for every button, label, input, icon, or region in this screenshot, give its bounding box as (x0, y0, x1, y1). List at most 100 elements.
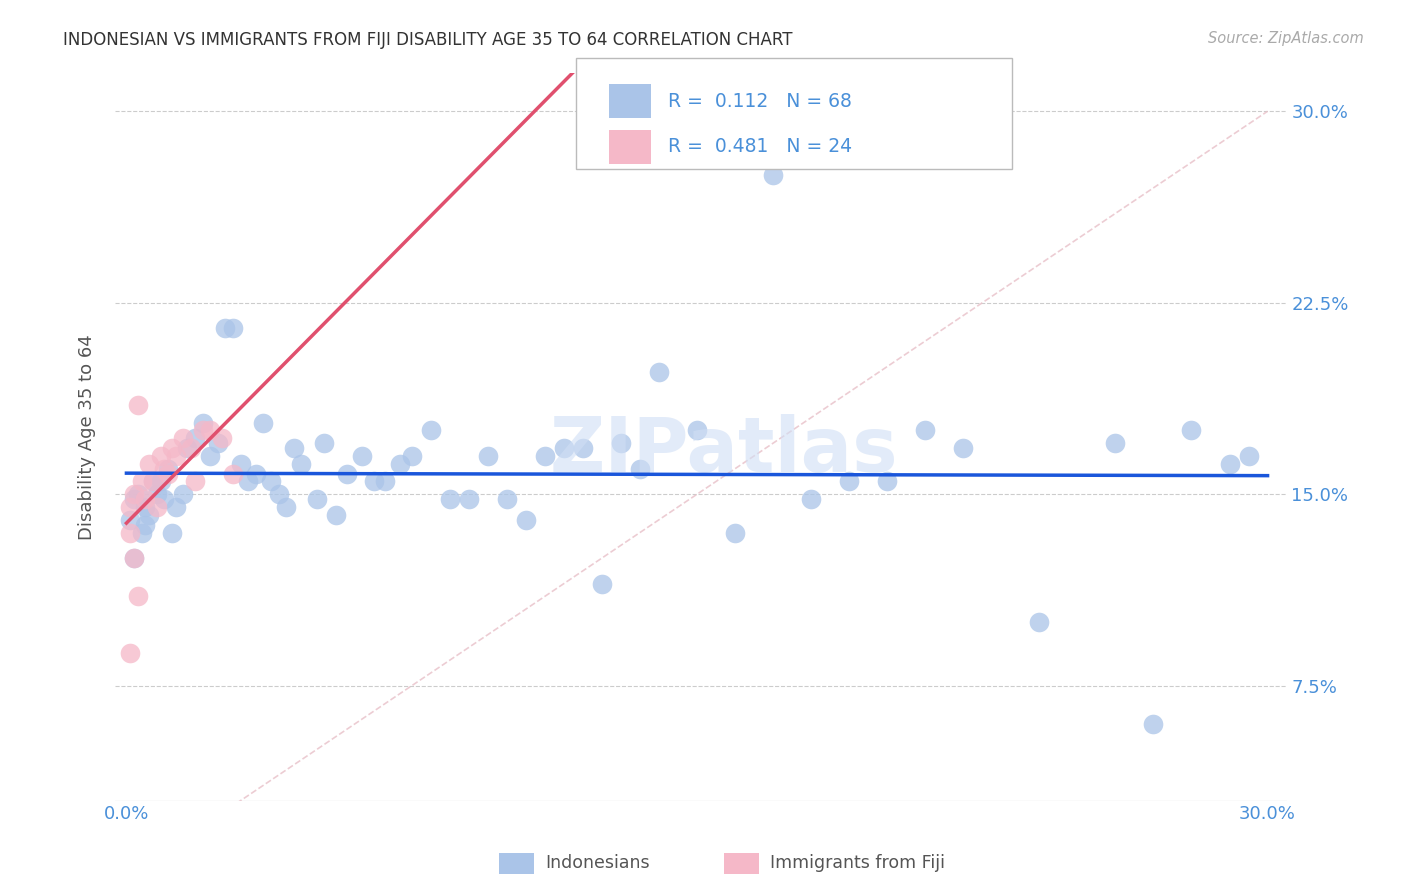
Point (142, 475, 165, 489)
Point (157, 467, 180, 481)
Point (401, 449, 423, 463)
Text: R =  0.481   N = 24: R = 0.481 N = 24 (668, 137, 852, 156)
Point (207, 436, 229, 450)
Point (876, 475, 898, 489)
Point (120, 513, 142, 527)
Point (122, 487, 145, 501)
Point (160, 442, 183, 456)
Point (389, 457, 412, 471)
Point (134, 500, 156, 514)
Point (477, 449, 499, 463)
Point (336, 467, 359, 481)
Text: Source: ZipAtlas.com: Source: ZipAtlas.com (1208, 31, 1364, 46)
Point (1237, 449, 1260, 463)
Point (1104, 436, 1126, 450)
Point (314, 436, 336, 450)
Text: Indonesians: Indonesians (546, 855, 650, 872)
Point (149, 475, 172, 489)
Point (157, 461, 180, 475)
Point (305, 492, 328, 507)
Point (534, 449, 557, 463)
Text: Immigrants from Fiji: Immigrants from Fiji (770, 855, 945, 872)
Point (724, 525, 747, 540)
Text: R =  0.112   N = 68: R = 0.112 N = 68 (668, 92, 852, 111)
Point (290, 457, 312, 471)
Point (180, 442, 202, 456)
Point (252, 416, 274, 430)
Point (1028, 615, 1050, 629)
Point (914, 424, 936, 438)
Point (191, 424, 214, 438)
Text: ZIPatlas: ZIPatlas (550, 415, 898, 488)
Point (149, 449, 172, 463)
Point (134, 517, 156, 532)
Point (184, 475, 207, 489)
Point (173, 431, 195, 445)
Point (686, 424, 709, 438)
Point (419, 424, 441, 438)
Point (245, 467, 267, 481)
Point (260, 475, 283, 489)
Point (439, 492, 461, 507)
Point (1142, 717, 1164, 731)
Point (222, 467, 245, 481)
Point (146, 500, 169, 514)
Point (325, 508, 347, 522)
Point (153, 492, 176, 507)
Point (352, 449, 374, 463)
Point (131, 525, 153, 540)
Point (138, 508, 160, 522)
Point (198, 449, 221, 463)
Point (457, 492, 479, 507)
Point (495, 492, 517, 507)
Point (127, 398, 149, 412)
Point (572, 442, 595, 456)
Point (191, 416, 214, 430)
Point (952, 442, 974, 456)
Point (1180, 424, 1202, 438)
Point (198, 424, 221, 438)
Point (363, 475, 385, 489)
Point (134, 492, 156, 507)
Point (628, 461, 651, 475)
Point (122, 551, 145, 566)
Point (515, 513, 537, 527)
Point (236, 475, 259, 489)
Point (267, 487, 290, 501)
Y-axis label: Disability Age 35 to 64: Disability Age 35 to 64 (79, 334, 96, 540)
Point (214, 321, 236, 335)
Point (800, 492, 823, 507)
Point (131, 475, 153, 489)
Point (283, 442, 305, 456)
Point (120, 646, 142, 660)
Point (153, 461, 176, 475)
Point (184, 431, 207, 445)
Point (127, 590, 149, 604)
Point (120, 500, 142, 514)
Point (553, 442, 575, 456)
Point (222, 321, 245, 335)
Point (173, 487, 195, 501)
Point (122, 492, 145, 507)
Point (138, 457, 160, 471)
Point (1218, 457, 1240, 471)
Point (122, 551, 145, 566)
Point (120, 525, 142, 540)
Point (160, 525, 183, 540)
Point (374, 475, 396, 489)
Point (648, 365, 671, 379)
Point (176, 442, 198, 456)
Point (610, 436, 633, 450)
Point (165, 500, 187, 514)
Point (146, 487, 169, 501)
Point (762, 168, 785, 182)
Point (229, 457, 252, 471)
Point (591, 576, 613, 591)
Point (211, 431, 233, 445)
Text: INDONESIAN VS IMMIGRANTS FROM FIJI DISABILITY AGE 35 TO 64 CORRELATION CHART: INDONESIAN VS IMMIGRANTS FROM FIJI DISAB… (63, 31, 793, 49)
Point (838, 475, 860, 489)
Point (127, 487, 149, 501)
Point (165, 449, 187, 463)
Point (142, 475, 165, 489)
Point (276, 500, 298, 514)
